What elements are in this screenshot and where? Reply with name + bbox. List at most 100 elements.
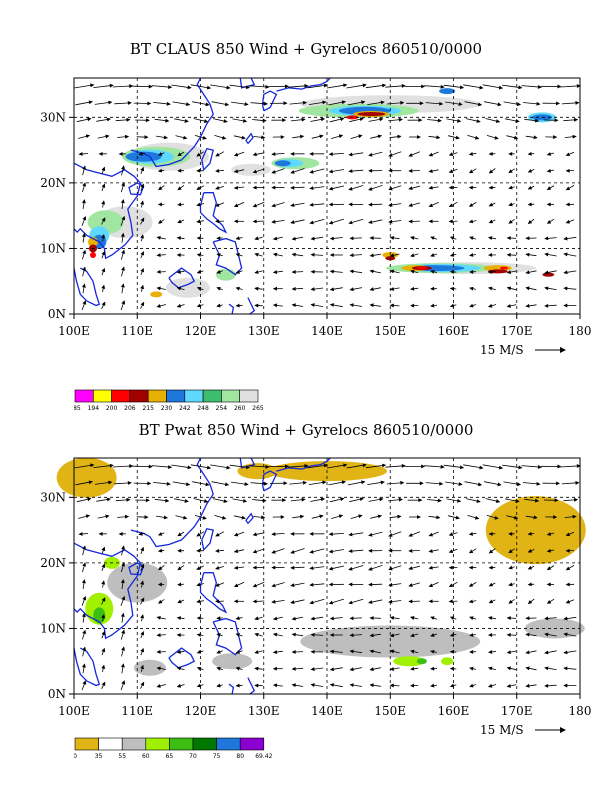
colorbar-swatch <box>129 389 149 403</box>
pwat-dry <box>485 496 586 565</box>
coast-halmahera <box>247 297 256 315</box>
colorbar-swatch <box>184 389 204 403</box>
coast-china <box>130 457 214 548</box>
x-tick-label: 110E <box>121 704 153 718</box>
pwat-grey <box>107 562 168 603</box>
coastline <box>73 77 331 315</box>
coast-indochina <box>73 162 142 260</box>
coast-borneo <box>168 647 196 669</box>
colorbar-swatch <box>192 737 217 751</box>
vector-reference-label: 15 M/S <box>480 343 524 357</box>
y-tick-label: 30N <box>40 490 66 504</box>
cloud-green <box>215 268 236 281</box>
wind-vectors <box>73 83 581 311</box>
coast-taiwan <box>201 148 214 171</box>
colorbar-swatch <box>239 389 259 403</box>
coast-luzon <box>199 572 228 614</box>
cloud-red <box>89 252 96 258</box>
pwat-lime <box>441 657 454 666</box>
colorbar-claus: 185 194 200 206 215 230 242 248 254 260 265 <box>74 389 264 411</box>
coast-kyushu <box>261 90 278 112</box>
colorbar-swatch <box>98 737 123 751</box>
y-tick-label: 10N <box>40 241 66 255</box>
coast-sulawesi <box>228 303 235 315</box>
colorbar-swatch <box>166 389 186 403</box>
colorbar-label: 248 <box>197 405 209 411</box>
pwat-dry <box>56 457 117 498</box>
colorbar-swatch <box>221 389 240 403</box>
colorbar-label: 200 <box>106 405 118 411</box>
x-tick-label: 170E <box>501 704 533 718</box>
pwat-grey <box>300 625 481 658</box>
x-tick-label: 130E <box>248 324 280 338</box>
colorbar-label: 194 <box>88 405 100 411</box>
x-tick-label: 120E <box>185 324 217 338</box>
pwat-green <box>93 607 106 624</box>
x-tick-label: 140E <box>311 704 343 718</box>
x-tick-label: 130E <box>248 704 280 718</box>
chart-title-pwat: BT Pwat 850 Wind + Gyrelocs 860510/0000 <box>138 421 474 439</box>
colorbar-label: 69.42 <box>255 753 272 759</box>
colorbar-label: 260 <box>234 405 246 411</box>
colorbar-pwat: 0 35 55 60 65 70 75 80 69.42 <box>74 737 273 759</box>
y-tick-label: 30N <box>40 110 66 124</box>
colorbar-swatch <box>147 389 167 403</box>
coast-malay <box>73 267 101 307</box>
colorbar-swatch <box>202 389 222 403</box>
colorbar-label: 242 <box>179 405 191 411</box>
coast-korea <box>239 77 256 89</box>
pwat-grey <box>133 659 166 676</box>
vector-reference-label: 15 M/S <box>480 723 524 737</box>
map-panel-claus: 100E 110E 120E 130E 140E 150E 160E 170E 180 0N 10N… <box>40 77 591 357</box>
colorbar-label: 55 <box>118 753 126 759</box>
colorbar-swatch <box>74 737 99 751</box>
coast-korea <box>239 457 256 469</box>
x-tick-label: 160E <box>438 704 470 718</box>
colorbar-swatch <box>216 737 241 751</box>
colorbar-label: 70 <box>189 753 197 759</box>
colorbar-label: 0 <box>74 753 77 759</box>
coast-china <box>130 77 214 168</box>
y-tick-label: 0N <box>48 307 66 321</box>
y-tick-label: 20N <box>40 556 66 570</box>
pwat-lime <box>393 656 426 667</box>
x-tick-label: 100E <box>58 704 90 718</box>
cloud-darkred <box>542 272 555 277</box>
coast-mindanao <box>212 617 243 656</box>
cloud-red <box>500 266 509 270</box>
coast-malay <box>73 647 101 687</box>
y-tick-label: 10N <box>40 621 66 635</box>
cloud-darkred <box>357 112 386 117</box>
colorbar-swatch <box>239 737 265 751</box>
colorbar-label: 65 <box>166 753 174 759</box>
shaded-field <box>87 88 557 298</box>
colorbar-swatch <box>74 389 94 403</box>
coast-halmahera <box>247 677 256 695</box>
colorbar-label: 80 <box>236 753 244 759</box>
x-tick-label: 140E <box>311 324 343 338</box>
colorbar-swatch <box>111 389 131 403</box>
wind-vectors <box>73 463 581 691</box>
grid-lines <box>74 458 580 694</box>
coast-borneo <box>168 267 196 289</box>
colorbar-label: 35 <box>95 753 103 759</box>
coast-okinawa <box>245 512 254 525</box>
cloud-darkred <box>487 269 508 274</box>
colorbar-label: 60 <box>142 753 150 759</box>
chart-title-claus: BT CLAUS 850 Wind + Gyrelocs 860510/0000 <box>129 40 483 58</box>
colorbar-label: 230 <box>161 405 173 411</box>
colorbar-label: 265 <box>252 405 264 411</box>
coast-taiwan <box>201 528 214 551</box>
coast-mindanao <box>212 237 243 276</box>
colorbar-label: 206 <box>124 405 136 411</box>
cloud-blue <box>125 151 162 162</box>
x-tick-label: 170E <box>501 324 533 338</box>
x-tick-label: 100E <box>58 324 90 338</box>
x-tick-label: 110E <box>121 324 153 338</box>
x-tick-label: 180 <box>569 704 592 718</box>
x-tick-label: 150E <box>374 324 406 338</box>
cloud-blue <box>439 88 456 95</box>
pwat-green <box>416 658 427 665</box>
coast-sulawesi <box>228 683 235 695</box>
cloud-light <box>165 277 210 298</box>
